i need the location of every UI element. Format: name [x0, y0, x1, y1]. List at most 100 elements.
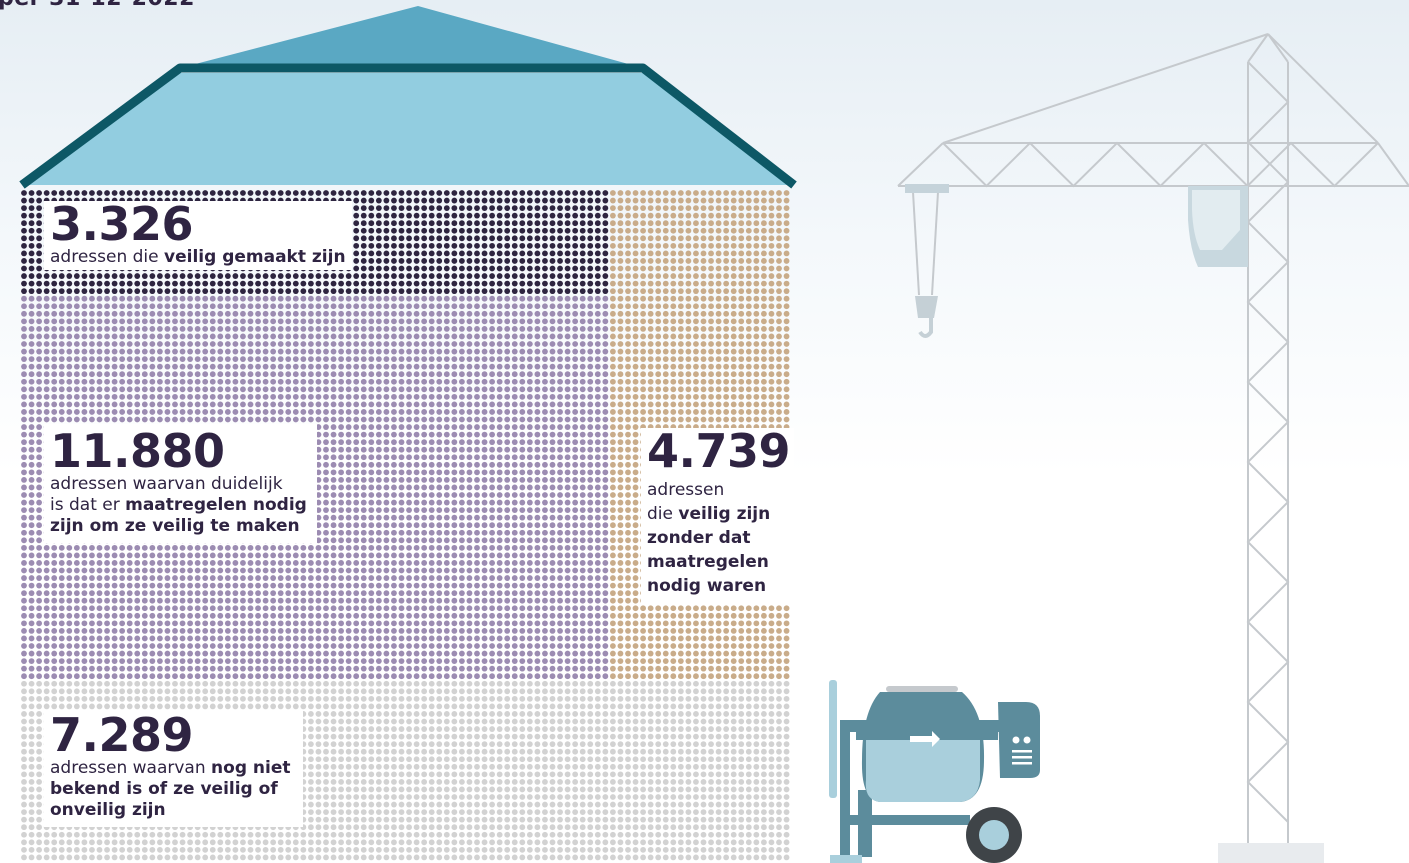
waffle-dot	[164, 280, 171, 287]
waffle-dot	[617, 288, 624, 295]
waffle-dot	[66, 348, 73, 355]
waffle-dot	[549, 333, 556, 340]
waffle-dot	[436, 514, 443, 521]
waffle-dot	[730, 318, 737, 325]
waffle-dot	[511, 499, 518, 506]
waffle-dot	[270, 356, 277, 362]
waffle-dot	[149, 393, 156, 400]
waffle-dot	[172, 348, 178, 355]
waffle-dot	[474, 288, 480, 295]
waffle-dot	[572, 235, 579, 242]
waffle-dot	[459, 401, 465, 408]
waffle-dot	[436, 326, 443, 332]
waffle-dot	[149, 386, 156, 393]
waffle-dot	[202, 295, 209, 302]
waffle-dot	[579, 393, 586, 400]
waffle-dot	[292, 326, 299, 332]
waffle-dot	[549, 454, 556, 461]
waffle-dot	[640, 288, 646, 295]
waffle-dot	[489, 280, 495, 287]
waffle-dot	[149, 356, 156, 362]
waffle-dot	[693, 242, 699, 249]
waffle-dot	[345, 409, 352, 415]
waffle-dot	[81, 190, 88, 196]
waffle-dot	[602, 409, 609, 415]
waffle-dot	[693, 363, 699, 370]
waffle-dot	[391, 288, 397, 295]
house-roof	[19, 6, 797, 189]
waffle-dot	[587, 514, 594, 521]
waffle-dot	[647, 235, 654, 242]
waffle-dot	[428, 529, 435, 536]
waffle-dot	[443, 288, 450, 295]
waffle-dot	[662, 393, 669, 400]
waffle-dot	[421, 477, 428, 483]
waffle-dot	[610, 227, 616, 234]
waffle-dot	[730, 258, 737, 264]
waffle-dot	[542, 227, 548, 234]
waffle-dot	[466, 341, 473, 347]
waffle-dot	[21, 386, 27, 393]
waffle-dot	[28, 529, 35, 536]
waffle-dot	[625, 318, 631, 325]
waffle-dot	[73, 295, 80, 302]
waffle-dot	[693, 348, 699, 355]
waffle-dot	[247, 190, 254, 196]
waffle-dot	[504, 197, 511, 204]
waffle-dot	[640, 371, 646, 378]
waffle-dot	[89, 393, 95, 400]
waffle-dot	[194, 552, 201, 559]
waffle-dot	[564, 190, 571, 196]
waffle-dot	[466, 439, 473, 446]
waffle-dot	[587, 220, 594, 227]
waffle-dot	[104, 280, 110, 287]
waffle-dot	[43, 544, 50, 551]
waffle-dot	[610, 454, 616, 461]
waffle-dot	[375, 303, 382, 310]
waffle-dot	[141, 371, 148, 378]
waffle-dot	[436, 197, 443, 204]
waffle-dot	[232, 363, 239, 370]
waffle-dot	[511, 333, 518, 340]
waffle-dot	[504, 386, 511, 393]
waffle-dot	[43, 371, 50, 378]
waffle-dot	[443, 348, 450, 355]
waffle-dot	[111, 378, 118, 385]
waffle-dot	[519, 371, 526, 378]
waffle-dot	[730, 280, 737, 287]
waffle-dot	[738, 409, 745, 415]
waffle-dot	[217, 393, 224, 400]
waffle-dot	[247, 371, 254, 378]
waffle-dot	[761, 295, 767, 302]
waffle-dot	[58, 393, 65, 400]
waffle-dot	[753, 227, 760, 234]
waffle-dot	[262, 378, 269, 385]
waffle-dot	[489, 363, 495, 370]
waffle-dot	[126, 190, 133, 196]
waffle-dot	[28, 371, 35, 378]
waffle-dot	[443, 363, 450, 370]
waffle-dot	[594, 310, 601, 317]
waffle-dot	[300, 288, 307, 295]
waffle-dot	[368, 544, 375, 551]
waffle-dot	[391, 227, 397, 234]
waffle-dot	[51, 544, 58, 551]
waffle-dot	[353, 454, 360, 461]
waffle-dot	[481, 220, 488, 227]
waffle-dot	[360, 258, 367, 264]
waffle-dot	[51, 409, 58, 415]
waffle-dot	[587, 190, 594, 196]
waffle-dot	[300, 356, 307, 362]
waffle-dot	[360, 469, 367, 476]
waffle-dot	[564, 250, 571, 257]
waffle-dot	[534, 310, 541, 317]
waffle-dot	[315, 552, 322, 559]
waffle-dot	[270, 341, 277, 347]
waffle-dot	[96, 356, 103, 362]
waffle-dot	[587, 424, 594, 430]
waffle-dot	[89, 190, 95, 196]
waffle-dot	[549, 280, 556, 287]
waffle-dot	[398, 295, 405, 302]
waffle-dot	[602, 363, 609, 370]
waffle-dot	[625, 469, 631, 476]
